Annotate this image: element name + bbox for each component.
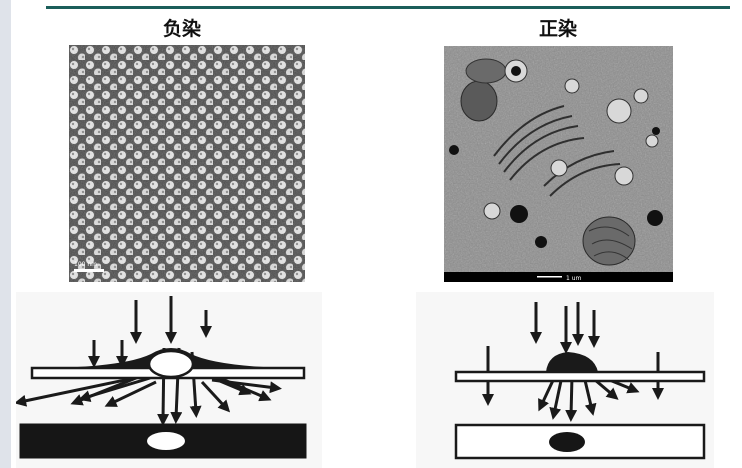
scale-bar-label: 1 um bbox=[566, 275, 582, 282]
scale-bar: 1 um bbox=[537, 275, 582, 282]
positive-stain-diagram bbox=[416, 292, 714, 468]
positive-stain-micrograph: 1 um bbox=[444, 46, 673, 282]
left-edge-strip bbox=[0, 0, 11, 468]
negative-stain-micrograph: 100 nm bbox=[69, 45, 305, 282]
scale-bar: 100 nm bbox=[74, 261, 104, 272]
top-divider-rule bbox=[46, 6, 730, 9]
negative-stain-diagram bbox=[16, 292, 322, 468]
positive-stain-heading: 正染 bbox=[538, 18, 577, 40]
scale-bar-label: 100 nm bbox=[74, 261, 97, 268]
negative-stain-heading: 负染 bbox=[162, 18, 201, 40]
